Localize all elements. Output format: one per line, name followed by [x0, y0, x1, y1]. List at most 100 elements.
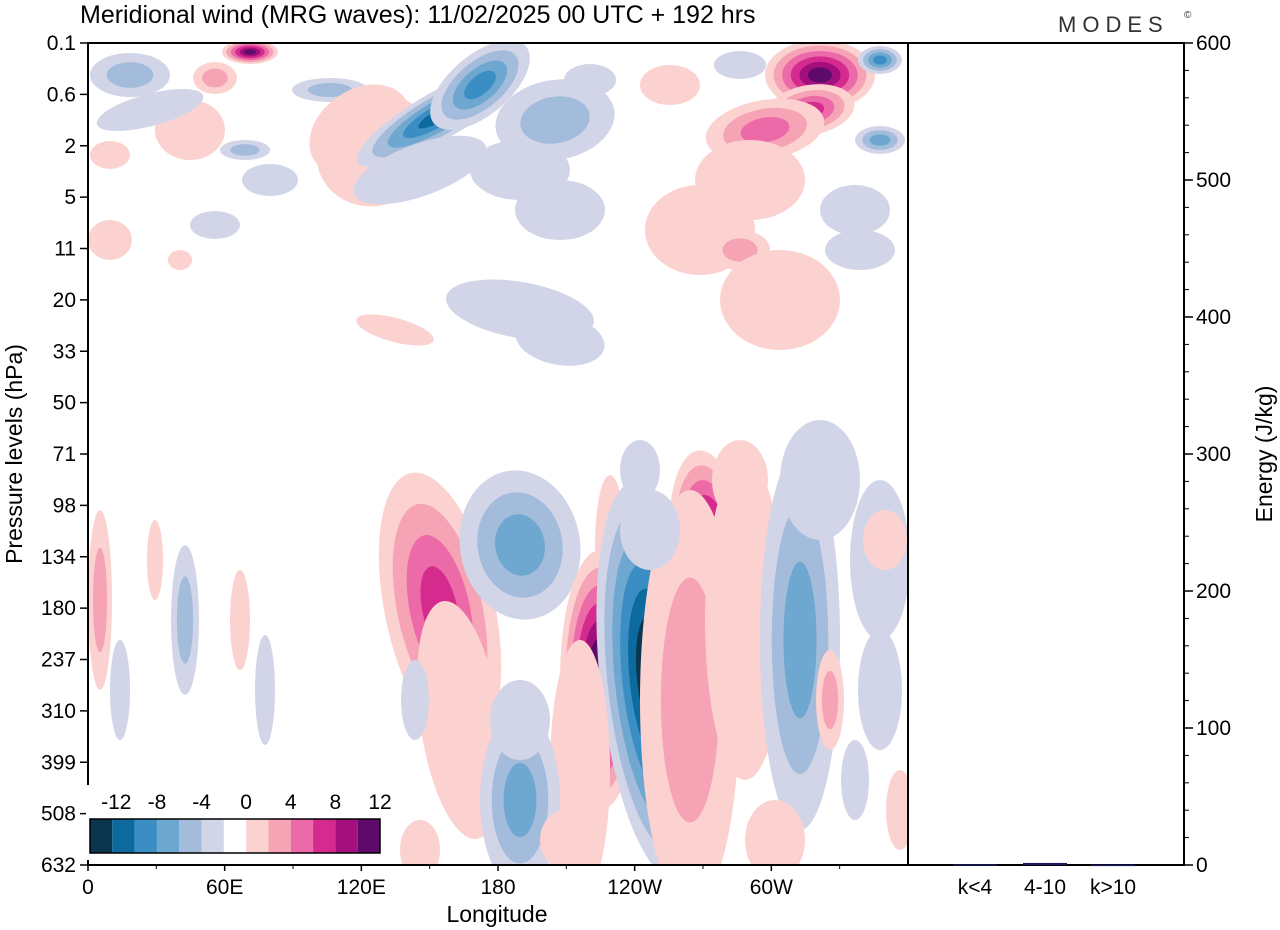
energy-category-label: k<4 [958, 876, 993, 899]
contour-blob-39 [171, 545, 199, 695]
contour-blob-4 [96, 88, 204, 132]
contour-blob-70 [886, 770, 908, 850]
contour-blob-62 [841, 740, 869, 820]
contour-blob-37 [242, 164, 298, 196]
colorbar-swatch [156, 819, 180, 853]
colorbar-swatch [201, 819, 224, 853]
contour-blob-57 [490, 680, 550, 760]
y-axis-label: Pressure levels (hPa) [1, 344, 27, 564]
contour-blob-1 [222, 43, 278, 64]
contour-blob-67 [540, 810, 590, 865]
contour-blob-2 [193, 62, 237, 94]
energy-bar [953, 864, 997, 866]
contour-blob-28 [820, 185, 890, 235]
energy-tick-label: 600 [1196, 32, 1231, 55]
energy-bar [1091, 864, 1135, 867]
colorbar-label: -8 [148, 791, 167, 814]
y-tick-label: 399 [41, 751, 76, 774]
energy-bar [1023, 862, 1067, 865]
y-tick-label: 0.1 [47, 32, 76, 55]
axis-ticks: 0.1 0.6 2 5 11 20 33 50 71 98 134 180 237 310 399 508 63… [41, 32, 1231, 899]
energy-bars: k<4 4-10 k>10 [953, 862, 1136, 899]
contour-blob-25 [855, 126, 905, 154]
contour-blob-16 [515, 180, 605, 240]
y-tick-label: 508 [41, 803, 76, 826]
contour-blob-12 [353, 135, 487, 205]
colorbar-swatch [90, 819, 113, 853]
colorbar-swatch [246, 819, 269, 853]
energy-tick-label: 400 [1196, 306, 1231, 329]
energy-tick-label: 300 [1196, 443, 1231, 466]
energy-category-label: 4-10 [1024, 876, 1066, 899]
contour-blob-64 [858, 630, 902, 750]
y-tick-label: 50 [53, 392, 76, 415]
contour-blob-60 [780, 420, 860, 540]
contour-blob-0 [90, 53, 170, 97]
contour-blob-14 [564, 64, 616, 96]
contour-blob-65 [863, 510, 907, 570]
colorbar-label: 4 [285, 791, 297, 814]
contour-blob-35 [515, 314, 605, 366]
x-axis-label: Longitude [446, 901, 547, 927]
y-tick-label: 71 [53, 443, 76, 466]
y-tick-label: 20 [53, 289, 76, 312]
colorbar-label: 12 [368, 791, 391, 814]
contour-blob-66 [620, 490, 680, 570]
contour-blob-46 [401, 660, 429, 740]
contour-blob-58 [712, 440, 768, 520]
energy-panel-frame [907, 42, 1185, 866]
energy-category-label: k>10 [1090, 876, 1136, 899]
y-tick-label: 0.6 [47, 83, 76, 106]
contour-blob-33 [356, 314, 434, 346]
energy-tick-label: 200 [1196, 580, 1231, 603]
contour-blob-26 [858, 46, 902, 74]
colorbar-swatch [179, 819, 202, 853]
contour-blob-11 [430, 43, 530, 130]
logo-mark: © [1184, 10, 1192, 21]
colorbar-swatch [290, 819, 314, 853]
energy-axis-label: Energy (J/kg) [1251, 386, 1277, 523]
contour-blob-30 [88, 220, 132, 260]
x-tick-label: 120E [337, 876, 386, 899]
y-tick-label: 632 [41, 854, 76, 877]
x-tick-label: 60W [750, 876, 793, 899]
contour-blob-59 [760, 450, 840, 830]
contour-blob-41 [255, 635, 275, 745]
colorbar-swatch [112, 819, 135, 853]
contour-blob-43 [110, 640, 130, 740]
energy-tick-label: 100 [1196, 717, 1231, 740]
y-tick-label: 237 [41, 649, 76, 672]
y-tick-label: 33 [53, 340, 76, 363]
colorbar: -12 -8 -4 0 4 8 12 [86, 785, 392, 860]
contour-blob-47 [459, 470, 581, 620]
chart-title: Meridional wind (MRG waves): 11/02/2025 … [80, 1, 756, 29]
contour-blob-29 [825, 230, 895, 270]
y-tick-label: 310 [41, 700, 76, 723]
contour-blob-68 [400, 820, 440, 865]
y-tick-label: 2 [64, 135, 76, 158]
contour-blob-32 [168, 250, 192, 270]
y-tick-label: 5 [64, 186, 76, 209]
contour-blob-40 [230, 570, 250, 670]
contour-blob-38 [88, 510, 112, 690]
colorbar-label: -12 [101, 791, 131, 814]
contour-blob-69 [745, 800, 805, 865]
modes-logo: MODES [1058, 12, 1169, 37]
colorbar-swatch [357, 819, 380, 853]
energy-tick-label: 0 [1196, 854, 1208, 877]
contour-blob-42 [147, 520, 163, 600]
contour-blob-17 [640, 65, 700, 105]
contour-blob-27 [714, 51, 766, 79]
contour-blob-61 [816, 650, 844, 750]
colorbar-label: 0 [240, 791, 252, 814]
colorbar-label: 8 [330, 791, 342, 814]
y-tick-label: 134 [41, 546, 76, 569]
y-tick-label: 180 [41, 597, 76, 620]
contour-blob-24 [720, 250, 840, 350]
colorbar-swatch [134, 819, 157, 853]
x-tick-label: 120W [607, 876, 662, 899]
contour-blob-31 [190, 211, 240, 239]
x-tick-label: 0 [82, 876, 94, 899]
contour-field [88, 43, 908, 865]
